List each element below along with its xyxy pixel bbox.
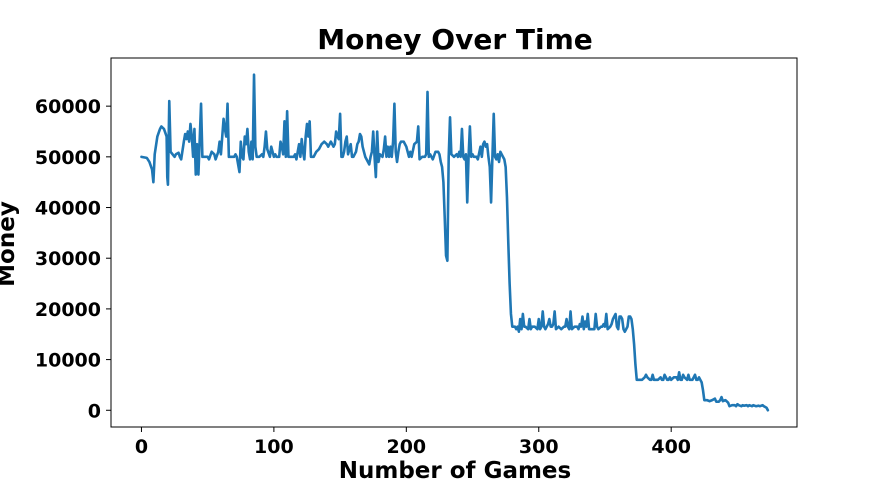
y-tick-label: 20000: [35, 299, 101, 321]
x-tick-label: 100: [254, 436, 294, 458]
y-tick-label: 40000: [35, 198, 101, 220]
y-tick-label: 10000: [35, 350, 101, 372]
x-tick-label: 300: [519, 436, 559, 458]
x-axis: 0 100 200 300 400: [135, 427, 691, 458]
y-tick-label: 60000: [35, 96, 101, 118]
plot-area: [110, 57, 798, 428]
y-tick-label: 30000: [35, 248, 101, 270]
y-tick-label: 50000: [35, 147, 101, 169]
x-axis-label: Number of Games: [339, 458, 571, 480]
x-tick-label: 0: [135, 436, 148, 458]
money-series-line: [140, 73, 770, 412]
x-tick-label: 400: [651, 436, 691, 458]
x-tick-label: 200: [386, 436, 426, 458]
series-group: [140, 73, 770, 412]
y-axis: 0 10000 20000 30000 40000 50000 60000: [35, 96, 111, 422]
chart-title: Money Over Time: [317, 23, 593, 56]
y-tick-label: 0: [88, 400, 101, 422]
y-axis-label: Money: [0, 201, 20, 287]
